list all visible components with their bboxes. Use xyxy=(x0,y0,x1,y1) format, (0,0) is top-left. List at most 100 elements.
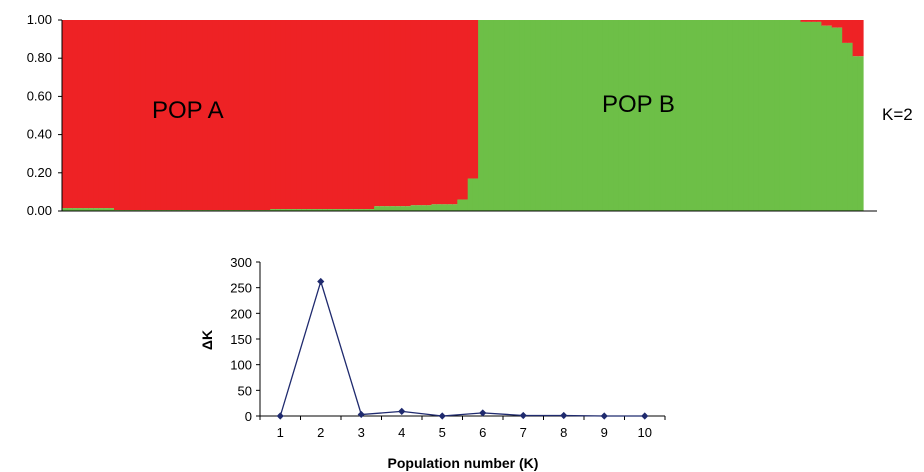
dk-x-tick-label: 7 xyxy=(520,425,527,440)
pop-b-bar xyxy=(270,209,276,211)
pop-a-bar xyxy=(368,20,375,210)
pop-b-bar xyxy=(327,209,334,211)
pop-b-bar xyxy=(847,42,854,211)
pop-b-bar xyxy=(686,20,692,211)
pop-b-bar xyxy=(519,20,526,211)
pop-a-bar xyxy=(816,20,822,22)
pop-b-bar xyxy=(727,20,734,211)
pop-a-bar xyxy=(129,20,136,211)
pop-a-bar xyxy=(836,20,843,28)
pop-b-bar xyxy=(379,206,386,211)
pop-b-bar xyxy=(478,20,484,211)
pop-b-bar xyxy=(93,208,100,211)
pop-a-bar xyxy=(332,20,339,210)
pop-a-bar xyxy=(119,20,126,211)
delta-k-point xyxy=(560,411,568,420)
pop-a-bar xyxy=(244,20,250,211)
x-axis-title: Population number (K) xyxy=(388,455,539,471)
pop-b-bar xyxy=(467,178,474,211)
pop-b-bar xyxy=(582,20,588,211)
pop-b-bar xyxy=(587,20,594,211)
pop-b-bar xyxy=(436,204,443,211)
structure-plot: 0.00 0.20 0.40 0.60 0.80 1.00 POP A POP B K=2 xyxy=(27,12,913,218)
pop-a-bar xyxy=(197,20,204,211)
pop-a-bar xyxy=(228,20,235,211)
dk-x-tick-label: 1 xyxy=(277,425,284,440)
pop-a-bar xyxy=(296,20,302,210)
pop-b-bar xyxy=(98,208,105,211)
pop-b-bar xyxy=(530,20,536,211)
pop-b-bar xyxy=(602,20,609,211)
pop-b-bar xyxy=(483,20,490,211)
pop-a-bar xyxy=(280,20,287,210)
pop-b-bar xyxy=(103,208,110,211)
pop-b-bar xyxy=(836,27,843,211)
pop-a-bar xyxy=(88,20,94,209)
pop-a-bar xyxy=(800,20,807,22)
pop-b-bar xyxy=(441,204,448,211)
pop-a-bar xyxy=(140,20,146,211)
pop-a-bar xyxy=(238,20,245,211)
dk-y-tick-label: 200 xyxy=(230,306,252,321)
pop-a-bar xyxy=(316,20,323,210)
pop-b-bar xyxy=(368,209,375,211)
pop-b-bar xyxy=(779,20,786,211)
pop-a-bar xyxy=(103,20,110,209)
pop-b-bar xyxy=(795,20,802,211)
dk-y-tick-label: 150 xyxy=(230,332,252,347)
pop-b-bar xyxy=(446,204,453,211)
delta-k-point xyxy=(641,412,649,420)
dk-x-tick-label: 5 xyxy=(439,425,446,440)
pop-a-bar xyxy=(467,20,474,179)
delta-k-point xyxy=(398,407,406,415)
pop-b-bar xyxy=(649,20,656,211)
pop-b-bar xyxy=(431,204,438,211)
pop-a-bar xyxy=(358,20,365,210)
pop-b-bar xyxy=(852,56,859,211)
pop-a-bar xyxy=(389,20,396,207)
pop-a-bar xyxy=(62,20,68,209)
delta-k-point xyxy=(276,412,284,420)
pop-b-bar xyxy=(306,209,313,211)
pop-b-bar xyxy=(410,205,417,211)
y-axis-title: ΔK xyxy=(199,330,215,350)
pop-b-bar xyxy=(556,20,562,211)
dk-x-tick-label: 4 xyxy=(398,425,405,440)
delta-k-point xyxy=(357,410,365,419)
pop-b-bar xyxy=(628,20,635,211)
pop-a-bar xyxy=(441,20,448,205)
pop-a-bar xyxy=(821,20,828,26)
pop-b-bar xyxy=(722,20,729,211)
pop-b-bar xyxy=(566,20,573,211)
pop-a-bar xyxy=(192,20,198,211)
pop-a-bar xyxy=(363,20,370,210)
pop-b-bar xyxy=(296,209,302,211)
pop-a-bar xyxy=(290,20,297,210)
pop-b-bar xyxy=(571,20,578,211)
pop-a-bar xyxy=(847,20,854,43)
pop-a-bar xyxy=(400,20,406,207)
pop-b-bar xyxy=(680,20,687,211)
structure-y-tick-label: 0.40 xyxy=(27,127,52,142)
pop-a-label: POP A xyxy=(152,97,224,124)
pop-a-bar xyxy=(212,20,219,211)
delta-k-point xyxy=(479,409,487,417)
dk-x-tick-label: 3 xyxy=(358,425,365,440)
pop-a-bar xyxy=(301,20,308,210)
pop-b-bar xyxy=(358,209,365,211)
pop-a-bar xyxy=(82,20,89,209)
pop-b-bar xyxy=(831,27,838,211)
pop-b-bar xyxy=(696,20,703,211)
pop-b-bar xyxy=(660,20,666,211)
pop-a-bar xyxy=(207,20,214,211)
pop-a-bar xyxy=(353,20,360,210)
pop-b-bar xyxy=(732,20,739,211)
pop-b-bar xyxy=(644,20,651,211)
pop-b-bar xyxy=(810,21,817,211)
pop-b-bar xyxy=(712,20,718,211)
pop-b-bar xyxy=(472,178,479,211)
pop-a-bar xyxy=(457,20,464,200)
pop-a-bar xyxy=(327,20,334,210)
pop-a-bar xyxy=(145,20,152,211)
